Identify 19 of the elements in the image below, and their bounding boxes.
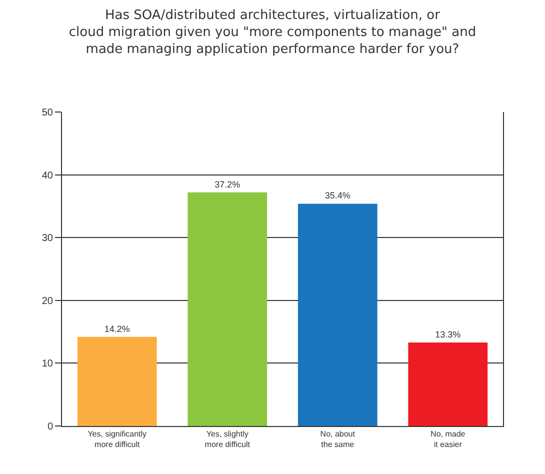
x-tick-label: No, about the same [320,430,356,449]
data-label: 13.3% [435,329,461,340]
y-tick-label: 40 [42,170,54,182]
chart-title: Has SOA/distributed architectures, virtualization, or cloud migration given you "more components to manage" and made managing application performance harder for you? [68,8,476,57]
bar [298,204,378,426]
bar [408,342,488,426]
y-tick-label: 0 [47,422,54,432]
x-tick-label: Yes, slightly more difficult [204,430,251,449]
x-tick-label: Yes, significantly more difficult [88,430,147,449]
y-tick-label: 10 [42,358,54,370]
data-label: 35.4% [324,190,350,201]
y-tick-label: 50 [42,108,54,118]
data-label: 37.2% [214,179,240,190]
y-tick-label: 20 [42,296,54,307]
x-tick-label: No, made it easier [430,430,466,449]
data-label: 14.2% [104,324,130,334]
y-tick-label: 30 [42,233,54,244]
bar [188,192,268,426]
bar [77,336,157,426]
